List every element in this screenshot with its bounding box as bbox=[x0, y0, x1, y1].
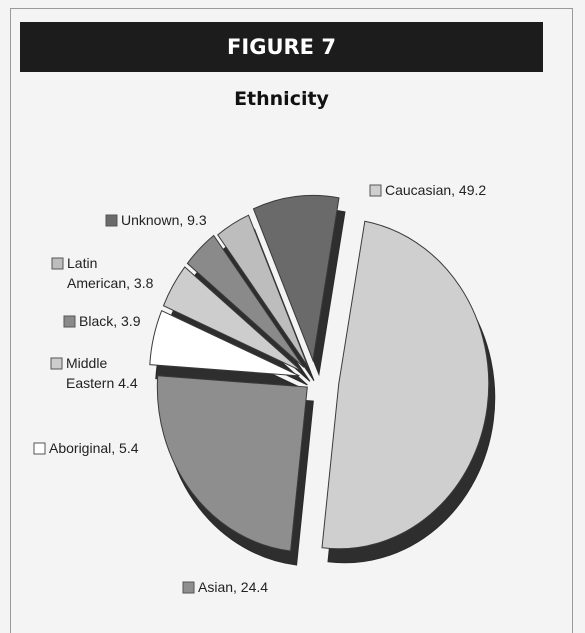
legend-swatch-latin-american bbox=[51, 257, 64, 270]
legend-swatch-black bbox=[63, 315, 76, 328]
pie-slice-aboriginal bbox=[149, 310, 300, 377]
legend-swatch-asian bbox=[182, 581, 195, 594]
slice-label-text-middle-eastern-1: Eastern 4.4 bbox=[66, 375, 138, 391]
pie-slice-asian bbox=[156, 375, 308, 552]
pie-slice-middle-eastern bbox=[162, 266, 302, 372]
slice-label-text-caucasian: Caucasian, 49.2 bbox=[385, 182, 486, 198]
pie-label-layer: Caucasian, 49.2 Asian, 24.4 Aboriginal, 5.… bbox=[33, 182, 486, 595]
slice-label-text-aboriginal: Aboriginal, 5.4 bbox=[49, 440, 139, 456]
pie-slice-black bbox=[186, 234, 305, 368]
slice-label-text-latin-american: Latin bbox=[67, 255, 97, 271]
slice-label-text-middle-eastern: Middle bbox=[66, 355, 107, 371]
slice-label-caucasian: Caucasian, 49.2 bbox=[369, 182, 486, 198]
pie-top-layer bbox=[149, 194, 490, 552]
legend-swatch-middle-eastern bbox=[50, 357, 63, 370]
legend-swatch-aboriginal bbox=[33, 442, 46, 455]
slice-label-latin-american: Latin American, 3.8 bbox=[51, 255, 154, 291]
slice-label-text-black: Black, 3.9 bbox=[79, 313, 141, 329]
slice-label-asian: Asian, 24.4 bbox=[182, 579, 268, 595]
slice-label-black: Black, 3.9 bbox=[63, 313, 141, 329]
slice-label-unknown: Unknown, 9.3 bbox=[105, 212, 207, 228]
slice-label-text-asian: Asian, 24.4 bbox=[198, 579, 268, 595]
figure-banner: FIGURE 7 bbox=[20, 22, 543, 72]
legend-swatch-caucasian bbox=[369, 184, 382, 197]
pie-slice-caucasian bbox=[321, 220, 490, 550]
slice-label-text-unknown: Unknown, 9.3 bbox=[121, 212, 207, 228]
legend-swatch-unknown bbox=[105, 214, 118, 227]
chart-title: Ethnicity bbox=[234, 88, 329, 110]
slice-label-text-latin-american-1: American, 3.8 bbox=[67, 275, 154, 291]
slice-label-aboriginal: Aboriginal, 5.4 bbox=[33, 440, 139, 456]
pie-slice-unknown bbox=[252, 194, 340, 363]
slice-label-middle-eastern: Middle Eastern 4.4 bbox=[50, 355, 138, 391]
pie-slice-latin-american bbox=[217, 214, 309, 367]
